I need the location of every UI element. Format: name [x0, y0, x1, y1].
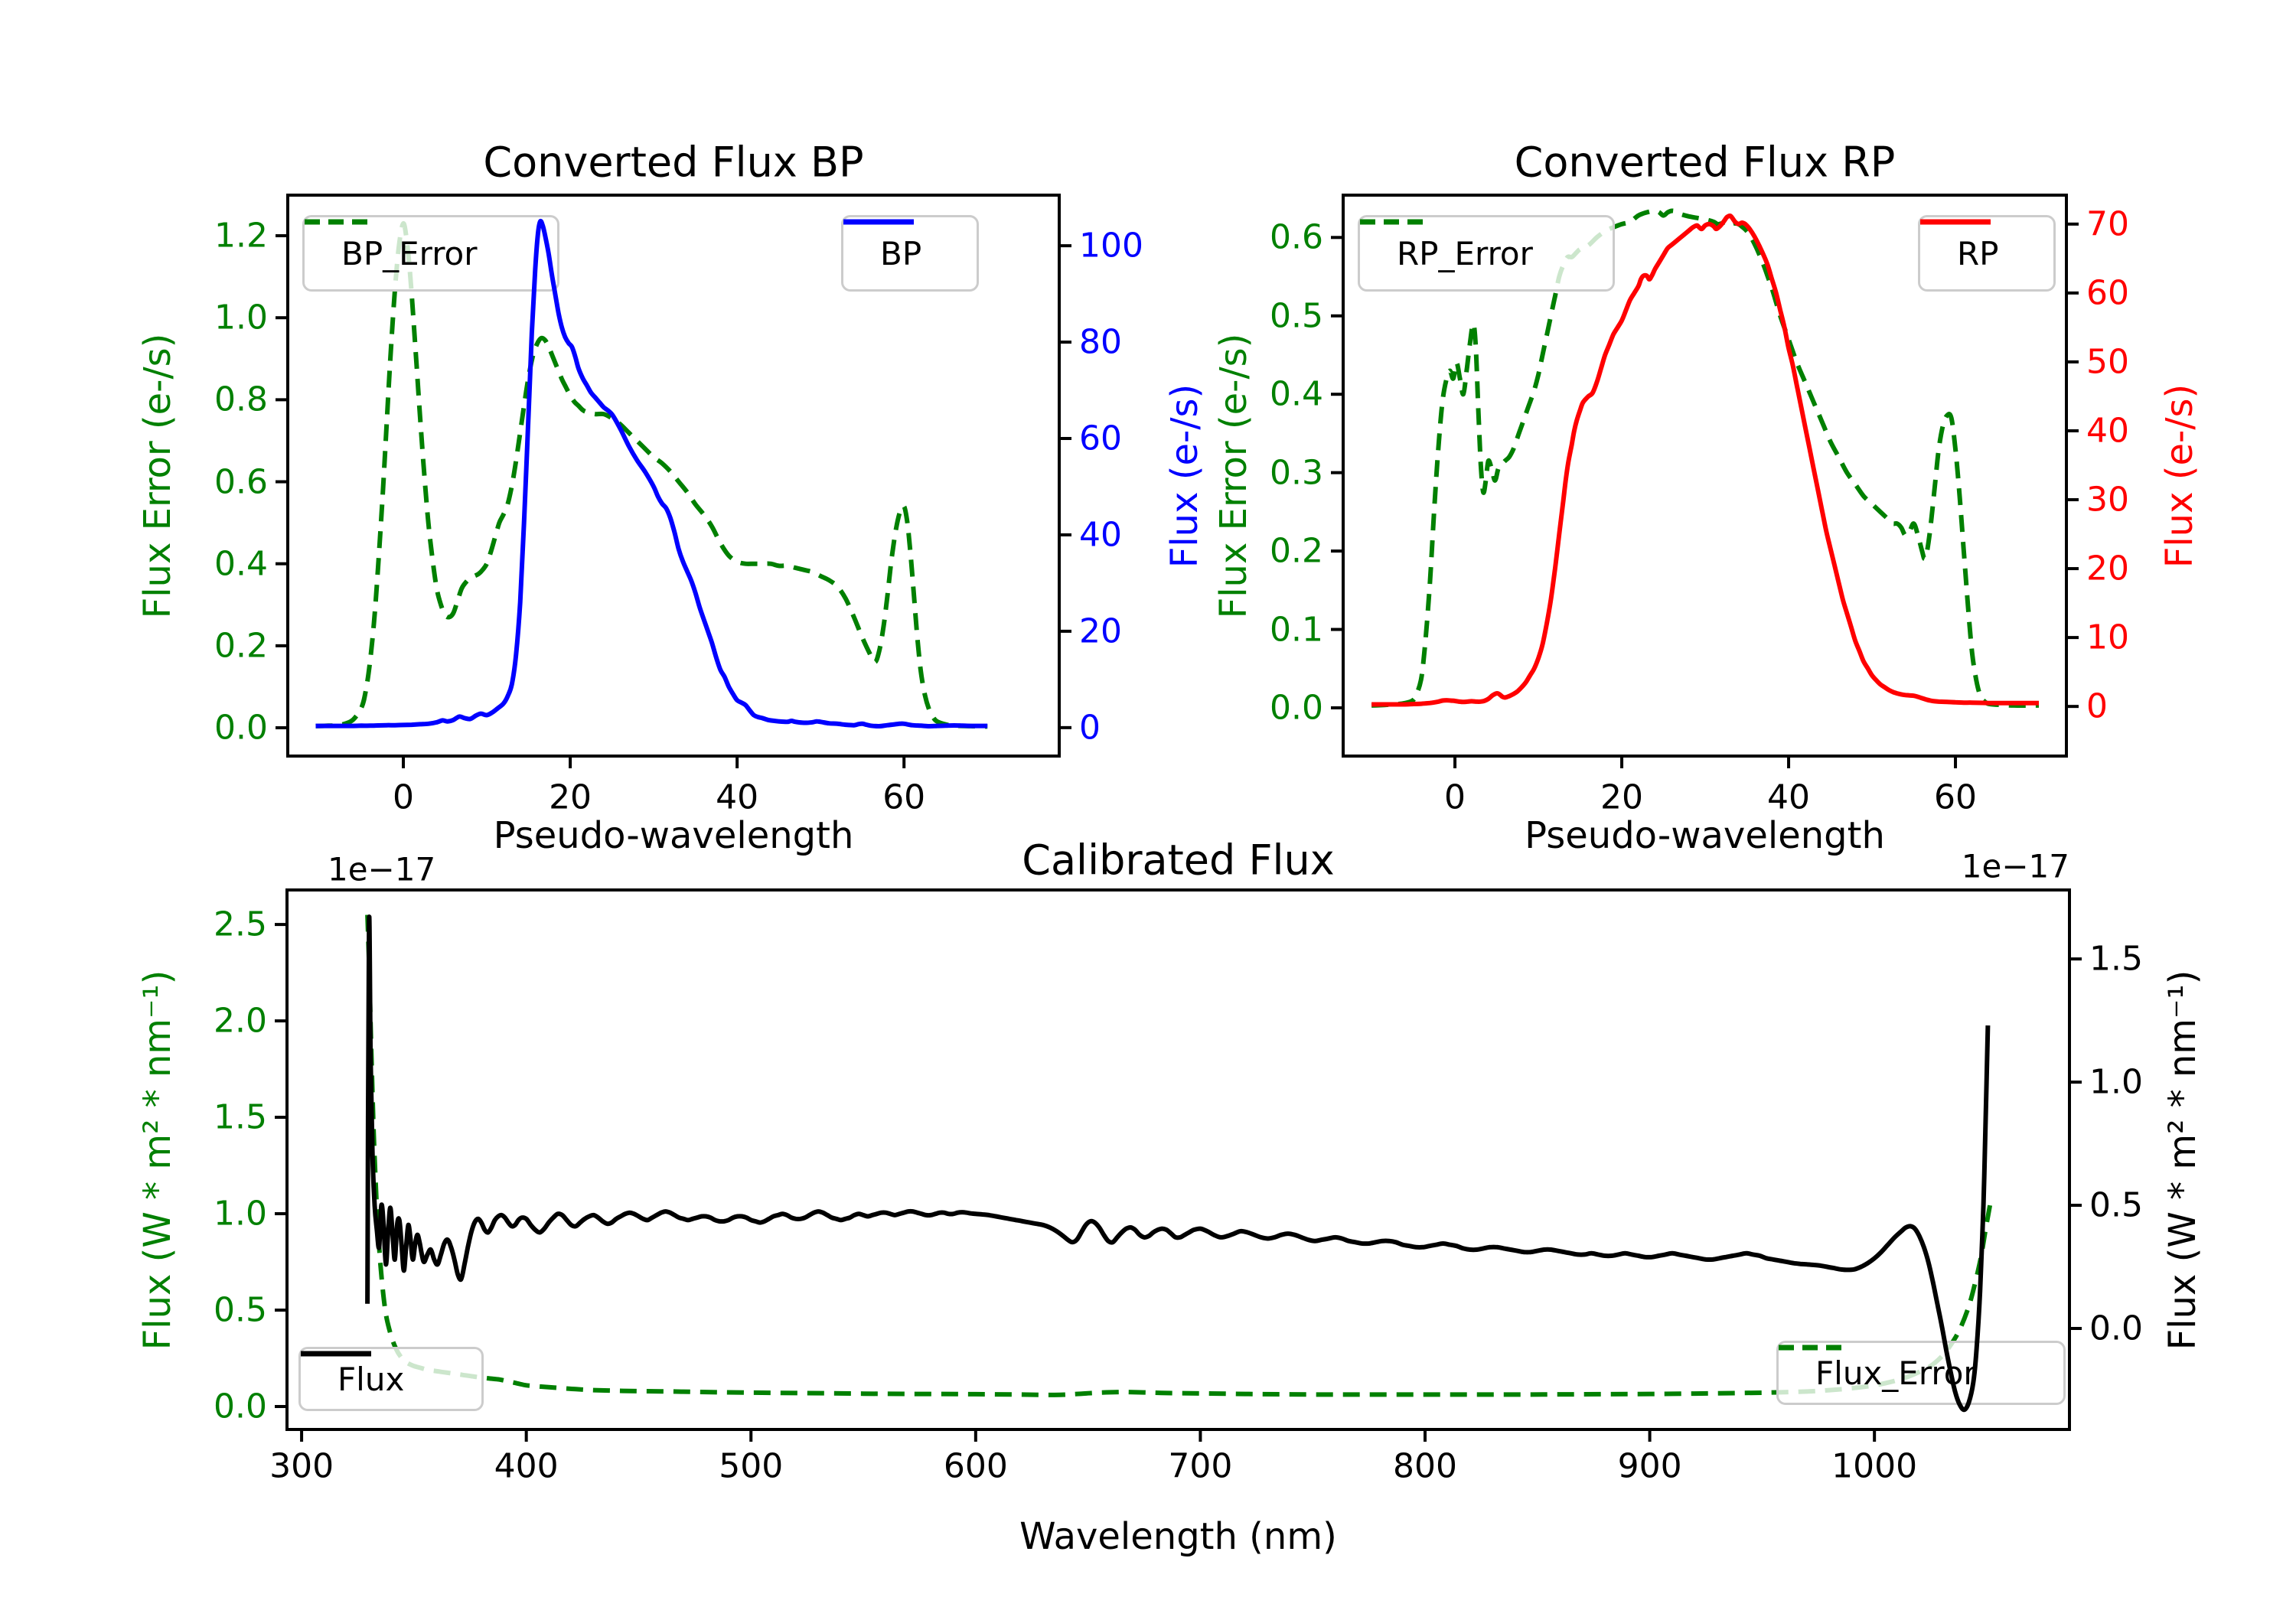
offset-text-left: 1e−17 — [328, 850, 436, 888]
tick-label-x-0-3: 60 — [882, 777, 926, 817]
tick-label-x-2-3: 600 — [943, 1446, 1008, 1486]
tick-label-x-2-0: 300 — [269, 1446, 334, 1486]
legend-flux-error: Flux_Error — [1776, 1341, 2066, 1405]
chart-title-rp: Converted Flux RP — [1514, 138, 1896, 187]
tick-label-yr-1-3: 30 — [2086, 480, 2129, 520]
tick-label-yl-2-4: 2.0 — [214, 1001, 267, 1041]
legend-rp-label: RP — [1957, 234, 1999, 272]
legend-line-sample — [305, 219, 375, 225]
tick-label-x-0-2: 40 — [716, 777, 759, 817]
legend-line-sample — [1779, 1345, 1849, 1351]
tick-label-x-0-1: 20 — [549, 777, 592, 817]
tick-label-yl-2-5: 2.5 — [214, 905, 267, 944]
legend-rp-error-label: RP_Error — [1397, 234, 1533, 272]
tick-label-yl-0-4: 0.8 — [214, 380, 268, 419]
tick-label-yl-1-6: 0.6 — [1270, 217, 1323, 257]
tick-label-yl-0-2: 0.4 — [214, 544, 268, 584]
legend-flux-label: Flux — [338, 1360, 405, 1398]
series-bp — [315, 218, 988, 729]
tick-label-x-1-0: 0 — [1444, 777, 1466, 817]
tick-label-x-2-7: 1000 — [1831, 1446, 1918, 1486]
legend-line-sample — [1360, 219, 1430, 225]
tick-label-yl-1-5: 0.5 — [1270, 296, 1323, 336]
series-bp_error — [315, 220, 988, 729]
tick-label-yl-2-0: 0.0 — [214, 1387, 267, 1426]
x-axis-label-wavelength: Wavelength (nm) — [1019, 1515, 1337, 1558]
x-axis-label-bp: Pseudo-wavelength — [493, 814, 854, 857]
tick-label-yr-1-7: 70 — [2086, 204, 2129, 244]
offset-text-right: 1e−17 — [1961, 847, 2069, 885]
tick-label-yr-2-3: 1.5 — [2089, 939, 2143, 979]
legend-bp-error-label: BP_Error — [341, 234, 478, 272]
tick-label-yl-1-4: 0.4 — [1270, 374, 1323, 414]
legend-bp: BP — [841, 215, 979, 292]
y-axis-label-right-flux: Flux (W * m² * nm⁻¹) — [2161, 970, 2204, 1350]
legend-line-sample — [301, 1351, 371, 1357]
tick-label-x-2-6: 900 — [1617, 1446, 1682, 1486]
series-flux_error — [365, 914, 1993, 1397]
tick-label-yl-0-1: 0.2 — [214, 626, 268, 666]
tick-label-yl-2-3: 1.5 — [214, 1097, 267, 1137]
chart-title-bp: Converted Flux BP — [483, 138, 864, 187]
x-axis-label-rp: Pseudo-wavelength — [1525, 814, 1885, 857]
legend-line-sample — [843, 219, 914, 225]
y-axis-label-left-flux: Flux (W * m² * nm⁻¹) — [136, 970, 179, 1350]
tick-label-yl-1-3: 0.3 — [1270, 453, 1323, 493]
tick-label-yr-0-1: 20 — [1079, 611, 1122, 651]
tick-label-yr-0-2: 40 — [1079, 515, 1122, 555]
tick-label-yr-0-3: 60 — [1079, 419, 1122, 458]
tick-label-x-2-4: 700 — [1168, 1446, 1233, 1486]
tick-label-yl-0-5: 1.0 — [214, 298, 268, 337]
tick-label-yl-1-1: 0.1 — [1270, 610, 1323, 650]
tick-label-yl-0-0: 0.0 — [214, 708, 268, 748]
tick-label-x-0-0: 0 — [393, 777, 414, 817]
tick-label-yl-0-6: 1.2 — [214, 216, 268, 256]
legend-flux: Flux — [298, 1347, 484, 1411]
tick-label-yr-0-0: 0 — [1079, 708, 1101, 748]
tick-label-yl-1-0: 0.0 — [1270, 688, 1323, 728]
tick-label-yr-1-2: 20 — [2086, 549, 2129, 588]
tick-label-x-1-1: 20 — [1600, 777, 1644, 817]
y-axis-label-left-rp: Flux Error (e-/s) — [1212, 333, 1255, 618]
tick-label-yl-1-2: 0.2 — [1270, 531, 1323, 571]
legend-flux-error-label: Flux_Error — [1815, 1354, 1977, 1392]
tick-label-x-2-5: 800 — [1393, 1446, 1457, 1486]
y-axis-label-left-bp: Flux Error (e-/s) — [136, 333, 179, 618]
legend-rp-error: RP_Error — [1358, 215, 1615, 292]
series-flux — [365, 914, 1991, 1413]
legend-line-sample — [1920, 219, 1991, 225]
y-axis-label-right-bp: Flux (e-/s) — [1163, 383, 1206, 568]
tick-label-x-2-1: 400 — [494, 1446, 559, 1486]
legend-rp: RP — [1918, 215, 2056, 292]
tick-label-yr-1-4: 40 — [2086, 411, 2129, 451]
tick-label-yr-0-4: 80 — [1079, 322, 1122, 362]
tick-label-x-1-2: 40 — [1767, 777, 1811, 817]
tick-label-yr-1-1: 10 — [2086, 618, 2129, 657]
y-axis-label-right-rp: Flux (e-/s) — [2158, 383, 2201, 568]
tick-label-x-1-3: 60 — [1934, 777, 1978, 817]
tick-label-yl-0-3: 0.6 — [214, 462, 268, 502]
tick-label-yr-2-0: 0.0 — [2089, 1309, 2143, 1348]
tick-label-yl-2-2: 1.0 — [214, 1194, 267, 1234]
tick-label-yr-1-6: 60 — [2086, 273, 2129, 313]
legend-bp-label: BP — [880, 234, 922, 272]
tick-label-yr-0-5: 100 — [1079, 226, 1143, 266]
tick-label-yl-2-1: 0.5 — [214, 1290, 267, 1330]
tick-label-yr-2-1: 0.5 — [2089, 1185, 2143, 1225]
legend-bp-error: BP_Error — [302, 215, 559, 292]
tick-label-yr-1-5: 50 — [2086, 342, 2129, 382]
tick-label-yr-1-0: 0 — [2086, 686, 2108, 726]
chart-title-calibrated: Calibrated Flux — [1022, 836, 1335, 885]
tick-label-x-2-2: 500 — [719, 1446, 784, 1486]
tick-label-yr-2-2: 1.0 — [2089, 1062, 2143, 1102]
